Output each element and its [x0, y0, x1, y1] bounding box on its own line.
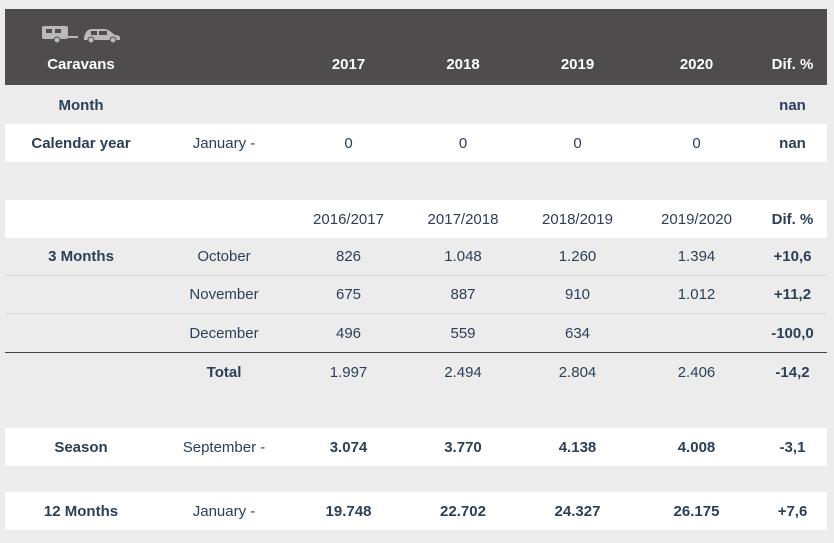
header-col-2018: 2018: [446, 55, 480, 73]
season-label: Season: [54, 438, 108, 456]
calendar-year-label: Calendar year: [31, 134, 131, 152]
table-cell: 3.770: [444, 438, 482, 456]
table-cell: 1.048: [444, 248, 482, 265]
header-row: Caravans 2017 2018 2019 2020 Dif. %: [5, 47, 827, 81]
table-cell: 2.494: [444, 363, 482, 381]
season-period: September -: [182, 438, 266, 456]
table-cell: 887: [450, 286, 476, 303]
twelve-months-row: 12 Months January - 19.748 22.702 24.327…: [5, 492, 827, 530]
subheader-col: 2017/2018: [427, 210, 499, 228]
table-cell: 910: [564, 286, 591, 303]
table-cell: 675: [335, 286, 362, 303]
table-cell: 0: [458, 134, 468, 152]
month-dif: nan: [779, 96, 806, 114]
table-row: 3 Months October 826 1.048 1.260 1.394 +…: [5, 238, 827, 275]
table-cell: 4.138: [558, 438, 597, 456]
twelve-months-period: January -: [192, 502, 256, 520]
dif-cell: +11,2: [773, 286, 812, 303]
header-col-dif: Dif. %: [771, 55, 814, 73]
header-col-2019: 2019: [560, 55, 595, 73]
table-cell: 26.175: [673, 502, 720, 520]
subheader-col-dif: Dif. %: [771, 210, 814, 228]
table-cell: 496: [335, 324, 362, 342]
table-row: November 675 887 910 1.012 +11,2: [5, 275, 827, 313]
header-col-2020: 2020: [679, 55, 714, 73]
table-cell: 2.804: [558, 363, 597, 381]
table-cell: 2.406: [677, 363, 716, 381]
table-cell: 634: [564, 324, 591, 342]
period-cell: October: [197, 248, 251, 265]
period-cell: December: [189, 324, 259, 342]
month-row: Month nan: [5, 86, 827, 124]
total-label: Total: [206, 363, 242, 381]
period-cell: November: [189, 286, 259, 303]
table-cell: 1.260: [558, 248, 597, 265]
header-col-2017: 2017: [331, 55, 366, 73]
calendar-year-period: January -: [192, 134, 256, 152]
total-row: Total 1.997 2.494 2.804 2.406 -14,2: [5, 352, 827, 391]
table-cell: 24.327: [554, 502, 601, 520]
month-label: Month: [58, 96, 104, 114]
table-cell: 1.394: [677, 248, 716, 265]
table-cell: 559: [450, 324, 476, 342]
calendar-year-dif: nan: [779, 134, 806, 152]
season-row: Season September - 3.074 3.770 4.138 4.0…: [5, 428, 827, 466]
table-cell: 0: [573, 134, 582, 152]
subheader-col: 2018/2019: [542, 210, 613, 228]
dif-cell: -100,0: [771, 324, 814, 342]
calendar-year-row: Calendar year January - 0 0 0 0 nan: [5, 124, 827, 162]
table-cell: 19.748: [325, 502, 372, 520]
table-cell: 0: [344, 134, 353, 152]
subheader-col: 2016/2017: [313, 210, 384, 228]
table-cell: 0: [692, 134, 701, 152]
three-months-subheader: 2016/2017 2017/2018 2018/2019 2019/2020 …: [5, 200, 827, 238]
table-cell: 1.012: [677, 286, 716, 303]
table-cell: 4.008: [677, 438, 716, 456]
subheader-col: 2019/2020: [661, 210, 732, 228]
caravan-car-icon: [42, 26, 120, 44]
dif-cell: -14,2: [775, 363, 810, 381]
table-row: December 496 559 634 -100,0: [5, 313, 827, 352]
three-months-label: 3 Months: [48, 248, 114, 265]
table-cell: 22.702: [440, 502, 486, 520]
twelve-months-dif: +7,6: [777, 502, 808, 520]
dif-cell: +10,6: [773, 248, 812, 265]
header-title: Caravans: [47, 55, 115, 73]
table-cell: 3.074: [329, 438, 368, 456]
season-dif: -3,1: [779, 438, 806, 456]
table-header: Caravans 2017 2018 2019 2020 Dif. %: [5, 9, 827, 85]
twelve-months-label: 12 Months: [43, 502, 119, 520]
table-cell: 826: [335, 248, 362, 265]
table-cell: 1.997: [329, 363, 368, 381]
